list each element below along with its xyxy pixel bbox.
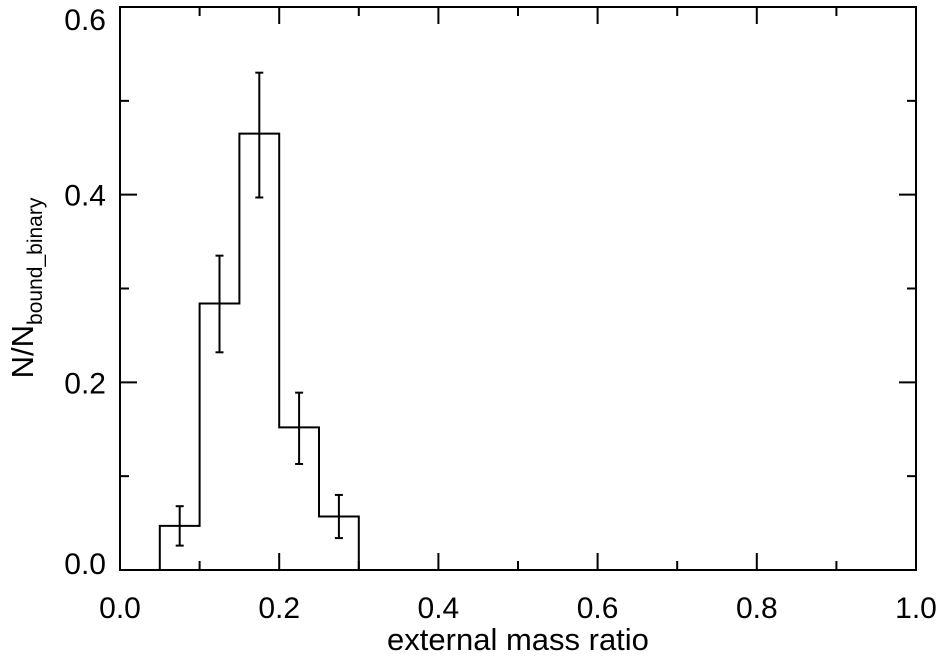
x-tick-label: 1.0 <box>895 592 937 625</box>
x-axis-title: external mass ratio <box>387 622 649 657</box>
y-axis-title-subscript: bound_binary <box>24 197 47 325</box>
y-tick-labels: 0.0 0.2 0.4 0.6 <box>64 4 106 581</box>
y-tick-label: 0.2 <box>64 367 106 400</box>
x-tick-label: 0.8 <box>736 592 778 625</box>
y-tick-label: 0.6 <box>64 4 106 37</box>
y-tick-label: 0.4 <box>64 180 106 213</box>
x-tick-label: 0.6 <box>577 592 619 625</box>
x-tick-labels: 0.0 0.2 0.4 0.6 0.8 1.0 <box>99 592 937 625</box>
x-tick-label: 0.0 <box>99 592 141 625</box>
error-bars <box>175 71 343 547</box>
y-axis-title-main: N/N <box>5 325 40 378</box>
histogram-step-line <box>120 132 916 571</box>
x-tick-label: 0.2 <box>258 592 300 625</box>
y-tick-label: 0.0 <box>64 548 106 581</box>
y-axis-title: N/Nbound_binary <box>5 197 47 378</box>
x-tick-label: 0.4 <box>418 592 460 625</box>
